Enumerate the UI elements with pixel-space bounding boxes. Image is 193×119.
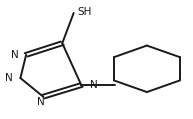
Text: N: N bbox=[90, 80, 97, 90]
Text: N: N bbox=[37, 97, 45, 107]
Text: N: N bbox=[5, 73, 13, 83]
Text: N: N bbox=[11, 50, 19, 60]
Text: SH: SH bbox=[78, 7, 92, 17]
